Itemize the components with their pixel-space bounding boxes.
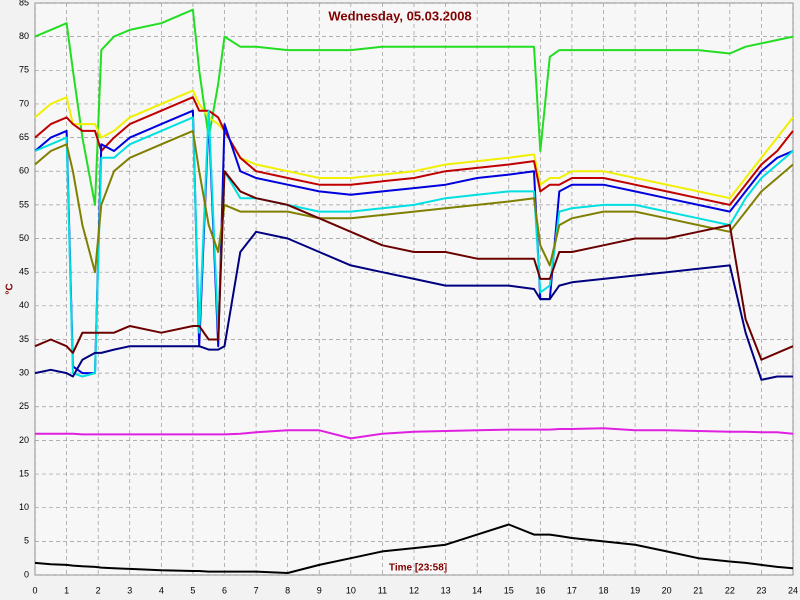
y-tick-label: 55 — [19, 199, 29, 209]
x-tick-label: 10 — [346, 585, 356, 595]
y-tick-label: 70 — [19, 98, 29, 108]
y-tick-label: 5 — [24, 536, 29, 546]
x-tick-label: 20 — [662, 585, 672, 595]
x-tick-label: 23 — [756, 585, 766, 595]
x-tick-label: 2 — [96, 585, 101, 595]
y-tick-label: 20 — [19, 435, 29, 445]
series-line — [34, 89, 794, 200]
x-tick-label: 12 — [409, 585, 419, 595]
chart-title: Wednesday, 05.03.2008 — [328, 8, 471, 23]
x-tick-label: 9 — [317, 585, 322, 595]
x-tick-label: 3 — [127, 585, 132, 595]
y-tick-label: 0 — [24, 569, 29, 579]
x-tick-label: 17 — [567, 585, 577, 595]
x-tick-label: 13 — [441, 585, 451, 595]
series-line — [34, 170, 794, 361]
y-tick-label: 10 — [19, 502, 29, 512]
x-tick-label: 5 — [190, 585, 195, 595]
series-line — [34, 230, 793, 381]
y-tick-label: 75 — [19, 65, 29, 75]
y-tick-label: 45 — [19, 267, 29, 277]
series-line — [35, 427, 794, 440]
x-tick-label: 4 — [159, 585, 164, 595]
y-tick-label: 40 — [19, 300, 29, 310]
x-tick-label: 6 — [222, 585, 227, 595]
x-tick-label: 0 — [32, 585, 37, 595]
series-line — [34, 109, 794, 378]
x-tick-label: 16 — [535, 585, 545, 595]
x-axis-label: Time [23:58] — [389, 563, 447, 574]
x-tick-label: 21 — [693, 585, 703, 595]
x-tick-label: 22 — [725, 585, 735, 595]
y-tick-label: 60 — [19, 166, 29, 176]
y-tick-label: 30 — [19, 367, 29, 377]
x-tick-label: 11 — [378, 585, 387, 595]
x-tick-label: 8 — [285, 585, 290, 595]
x-tick-label: 24 — [788, 585, 798, 595]
x-tick-label: 1 — [64, 585, 69, 595]
x-tick-label: 18 — [598, 585, 608, 595]
y-tick-label: 35 — [19, 334, 29, 344]
x-tick-label: 14 — [472, 585, 482, 595]
series-line — [34, 129, 794, 274]
x-tick-label: 15 — [504, 585, 514, 595]
x-tick-label: 7 — [254, 585, 259, 595]
y-tick-label: 15 — [19, 468, 29, 478]
y-tick-label: 80 — [19, 31, 29, 41]
series-line — [34, 523, 794, 574]
y-tick-label: 65 — [19, 132, 29, 142]
y-tick-label: 85 — [19, 0, 29, 7]
series-line — [34, 8, 794, 206]
series-line — [34, 109, 794, 375]
x-tick-label: 19 — [630, 585, 640, 595]
y-tick-label: 50 — [19, 233, 29, 243]
y-tick-label: 25 — [19, 401, 29, 411]
y-axis-label: °C — [5, 283, 16, 294]
